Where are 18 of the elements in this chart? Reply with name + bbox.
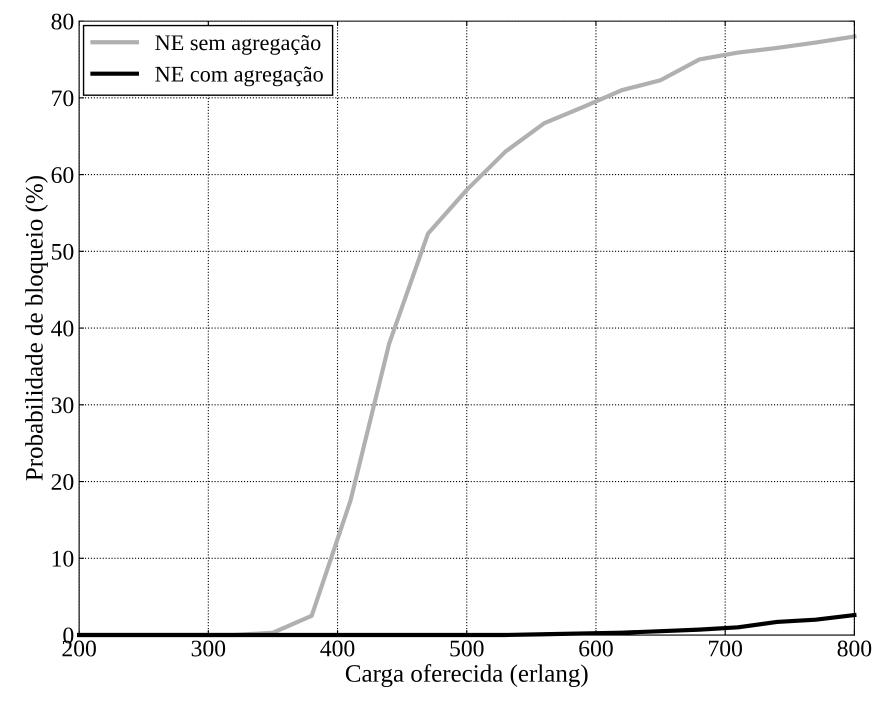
legend-label: NE com agregação	[155, 66, 323, 86]
x-tick-label: 600	[579, 640, 613, 656]
y-tick-label: 60	[52, 167, 74, 184]
y-tick-label: 10	[52, 550, 74, 567]
x-tick-label: 300	[192, 640, 226, 656]
x-tick-label: 800	[838, 640, 872, 656]
x-tick-label: 500	[450, 640, 484, 656]
x-tick-label: 400	[320, 640, 354, 656]
y-tick-label: 50	[52, 244, 74, 260]
y-tick-label: 70	[52, 90, 74, 106]
y-axis-title: Probabilidade de bloqueio (%)	[25, 176, 48, 480]
legend-label: NE sem agregação	[155, 35, 320, 55]
y-tick-label: 80	[52, 14, 74, 30]
y-tick-label: 20	[52, 474, 74, 490]
x-axis-title: Carga oferecida (erlang)	[346, 664, 588, 688]
x-tick-label: 700	[709, 640, 742, 656]
y-tick-label: 40	[51, 320, 74, 336]
y-tick-label: 30	[52, 397, 74, 414]
